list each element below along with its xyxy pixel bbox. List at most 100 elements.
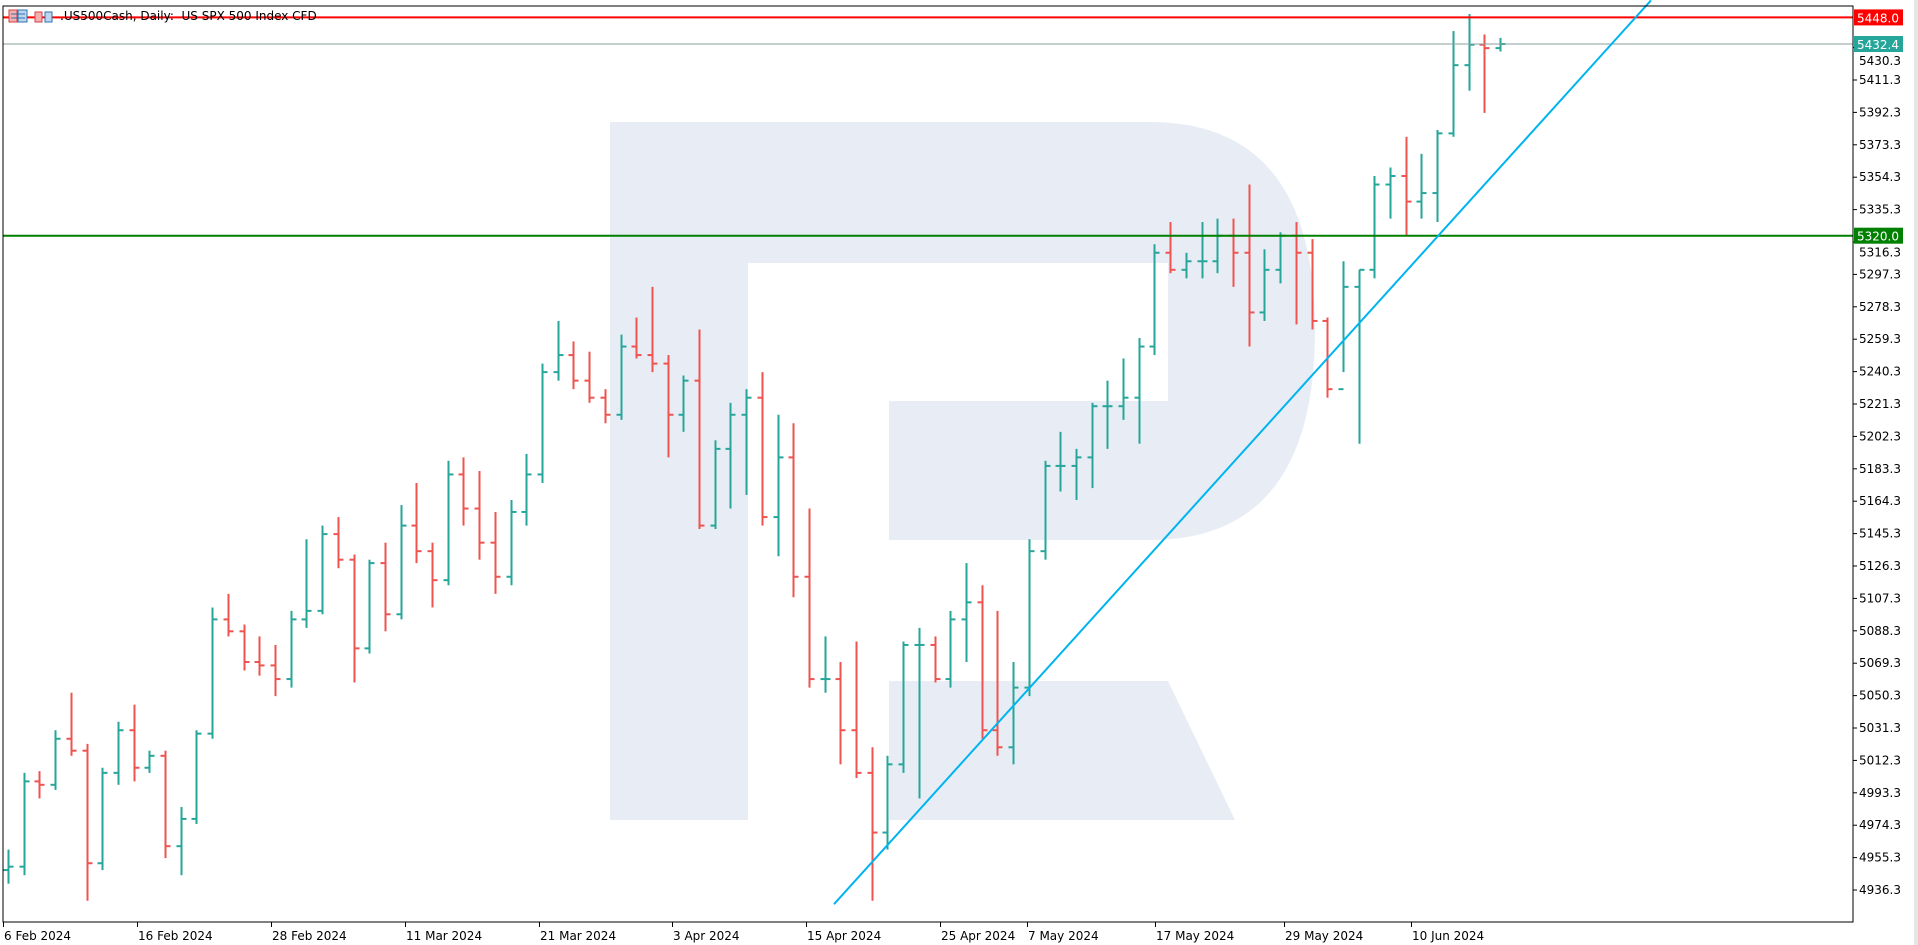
- y-tick-label: 5031.3: [1859, 721, 1901, 735]
- ohlc-bar: [1024, 539, 1035, 697]
- ohlc-bar: [710, 440, 721, 530]
- ohlc-bar: [506, 500, 517, 586]
- ohlc-bar: [1479, 34, 1490, 113]
- ohlc-bar: [1165, 222, 1176, 274]
- x-tick-label: 7 May 2024: [1028, 929, 1099, 943]
- ohlc-bar: [930, 636, 941, 683]
- y-tick-label: 5202.3: [1859, 429, 1901, 443]
- x-tick-label: 10 Jun 2024: [1412, 929, 1484, 943]
- ohlc-bar: [773, 414, 784, 557]
- ohlc-bar: [663, 355, 674, 458]
- x-tick-label: 29 May 2024: [1285, 929, 1363, 943]
- ohlc-bar: [694, 329, 705, 530]
- y-tick-label: 5164.3: [1859, 494, 1901, 508]
- bid-price-label-bg: [1854, 36, 1903, 53]
- ohlc-bar: [270, 644, 281, 697]
- x-tick-label: 11 Mar 2024: [406, 929, 482, 943]
- chart-list-icon[interactable]: [8, 9, 28, 23]
- ohlc-bar: [97, 767, 108, 871]
- ohlc-bar: [537, 363, 548, 483]
- ohlc-bar: [443, 460, 454, 586]
- ohlc-bar: [1040, 460, 1051, 560]
- ohlc-bar: [301, 539, 312, 628]
- y-tick-label: 5373.3: [1859, 138, 1901, 152]
- ohlc-bar: [1244, 184, 1255, 347]
- ohlc-bar: [129, 704, 140, 782]
- ohlc-bar: [239, 624, 250, 671]
- ohlc-bar: [584, 351, 595, 403]
- y-tick-label: 5050.3: [1859, 689, 1901, 703]
- y-tick-label: 5240.3: [1859, 365, 1901, 379]
- y-tick-label: 4993.3: [1859, 786, 1901, 800]
- y-tick-label: 5259.3: [1859, 332, 1901, 346]
- ohlc-bar: [553, 320, 564, 381]
- ohlc-bar: [19, 772, 30, 876]
- ohlc-bar: [82, 743, 93, 901]
- right-edge: [1914, 0, 1918, 945]
- ohlc-bar: [1102, 380, 1113, 449]
- ohlc-bar: [1149, 244, 1160, 356]
- ohlc-bar: [631, 317, 642, 359]
- x-tick-label: 21 Mar 2024: [540, 929, 616, 943]
- ohlc-bar: [835, 662, 846, 765]
- watermark-logo: [610, 122, 1315, 820]
- ohlc-bar: [490, 511, 501, 594]
- ohlc-bar: [1464, 14, 1475, 91]
- ohlc-bar: [741, 389, 752, 495]
- x-tick-label: 6 Feb 2024: [4, 929, 71, 943]
- ohlc-bar: [411, 482, 422, 564]
- ohlc-bar: [1354, 268, 1365, 444]
- y-tick-label: 5411.3: [1859, 73, 1901, 87]
- ohlc-bar: [144, 750, 155, 773]
- ohlc-bar: [427, 542, 438, 608]
- ohlc-bar: [851, 641, 862, 778]
- ohlc-bar: [961, 563, 972, 663]
- bid-price-label: 5432.4: [1857, 38, 1899, 52]
- x-tick-label: 15 Apr 2024: [807, 929, 881, 943]
- ohlc-bar: [160, 750, 171, 859]
- y-tick-label: 5183.3: [1859, 462, 1901, 476]
- ohlc-bar: [521, 453, 532, 526]
- ohlc-bar: [882, 755, 893, 850]
- ohlc-bar: [113, 721, 124, 785]
- y-tick-label: 5088.3: [1859, 624, 1901, 638]
- x-tick-label: 17 May 2024: [1156, 929, 1234, 943]
- ohlc-bar: [34, 771, 45, 799]
- ohlc-bar: [568, 341, 579, 390]
- ohlc-bar: [1448, 31, 1459, 137]
- ohlc-bar: [1338, 261, 1349, 391]
- y-tick-label: 4974.3: [1859, 818, 1901, 832]
- y-tick-label: 5107.3: [1859, 591, 1901, 605]
- ohlc-bar: [1071, 448, 1082, 501]
- ohlc-bar: [50, 730, 61, 790]
- ohlc-bar: [725, 402, 736, 509]
- y-tick-label: 5392.3: [1859, 105, 1901, 119]
- ohlc-bar: [1401, 136, 1412, 236]
- y-tick-label: 5316.3: [1859, 246, 1901, 260]
- x-tick-label: 28 Feb 2024: [272, 929, 347, 943]
- ohlc-bar: [1134, 338, 1145, 444]
- watermark-r-leg: [889, 681, 1235, 820]
- ohlc-bar: [254, 636, 265, 676]
- ohlc-bar: [788, 423, 799, 598]
- x-tick-label: 25 Apr 2024: [941, 929, 1015, 943]
- y-tick-label: 5069.3: [1859, 656, 1901, 670]
- symbol-title: .US500Cash, Daily: US SPX 500 Index CFD: [60, 9, 317, 23]
- ohlc-bar: [333, 517, 344, 569]
- ohlc-bar: [1416, 153, 1427, 219]
- y-tick-label: 5297.3: [1859, 267, 1901, 281]
- ohlc-bar: [945, 610, 956, 688]
- ohlc-bar: [458, 457, 469, 526]
- ohlc-bar: [1008, 662, 1019, 765]
- ohlc-bar: [474, 471, 485, 560]
- ohlc-bar: [207, 607, 218, 739]
- y-tick-label: 5354.3: [1859, 170, 1901, 184]
- support-price-label-bg: [1854, 227, 1903, 244]
- ohlc-bar: [223, 593, 234, 637]
- strategy-tester-icon[interactable]: [34, 9, 54, 23]
- y-tick-label: 5278.3: [1859, 300, 1901, 314]
- ohlc-bar: [1385, 167, 1396, 219]
- y-tick-label: 4955.3: [1859, 851, 1901, 865]
- ohlc-bar: [1259, 249, 1270, 321]
